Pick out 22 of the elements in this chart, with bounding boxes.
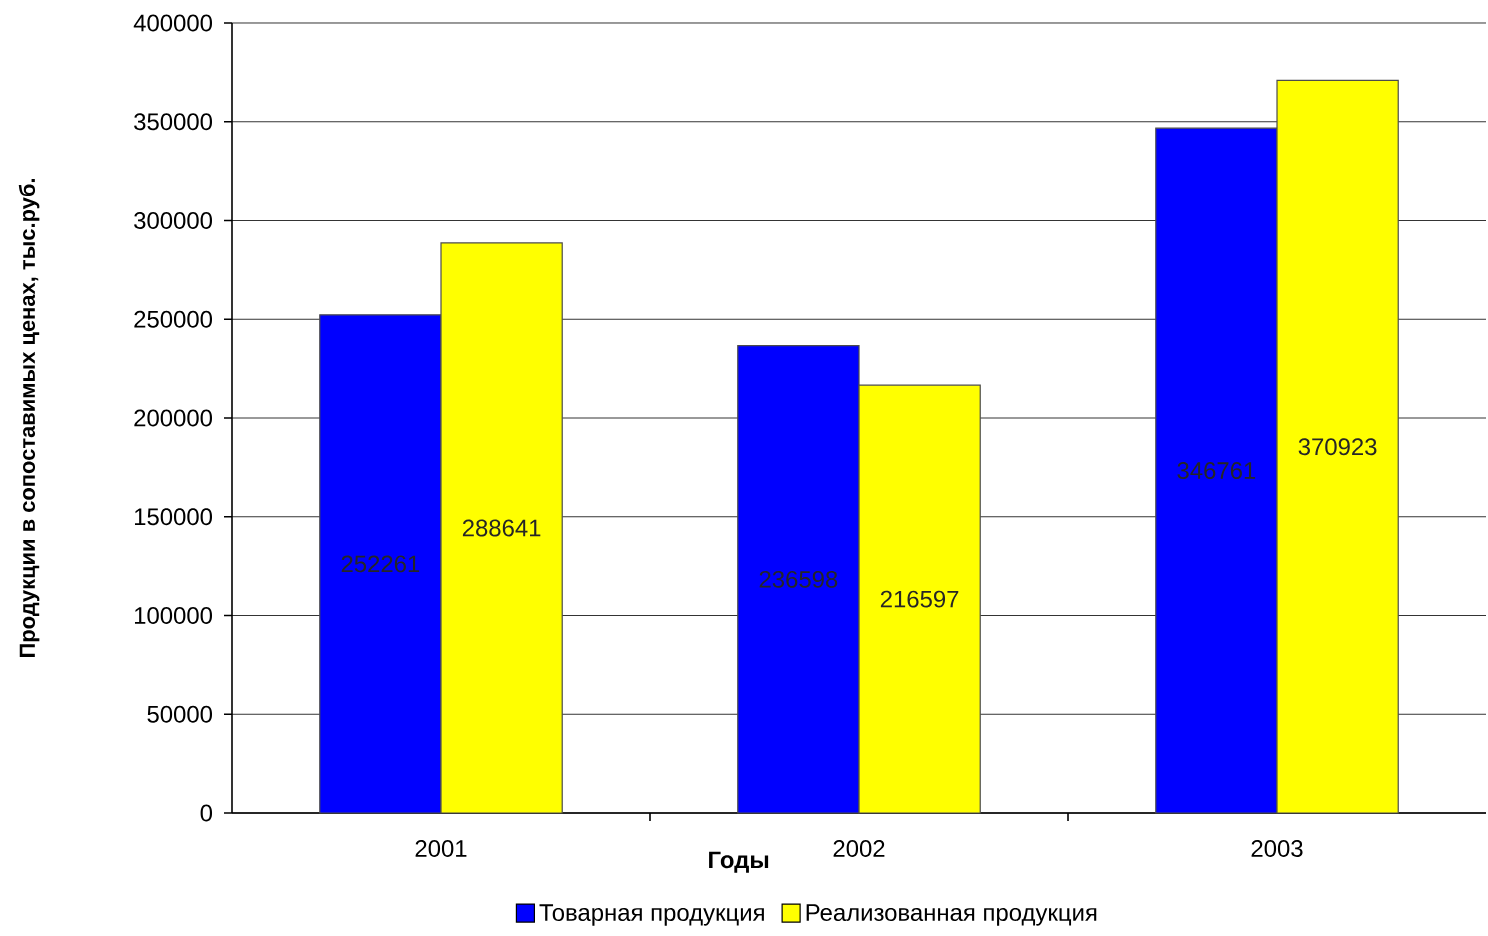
data-label: 370923 [1298, 438, 1377, 456]
data-label: 216597 [880, 590, 959, 608]
legend-label: Реализованная продукция [806, 904, 1097, 926]
y-tick-label: 100000 [134, 607, 213, 624]
data-label: 252261 [341, 555, 420, 573]
x-axis-title: Годы [709, 851, 769, 873]
data-label: 288641 [462, 519, 541, 537]
y-tick-label: 50000 [147, 705, 213, 723]
x-tick-label: 2002 [833, 840, 885, 857]
x-tick-label: 2001 [415, 840, 467, 857]
data-label: 346761 [1177, 462, 1256, 480]
y-tick-label: 150000 [134, 508, 213, 526]
y-tick-label: 300000 [134, 212, 213, 229]
y-tick-label: 200000 [134, 409, 213, 427]
legend-label: Товарная продукция [539, 904, 764, 926]
y-tick-label: 350000 [134, 113, 213, 131]
x-tick-label: 2003 [1251, 840, 1303, 857]
data-label: 236598 [759, 570, 838, 588]
y-tick-label: 400000 [133, 14, 213, 32]
y-axis-title: Продукции в сопоставимых ценах, тыс.руб. [18, 179, 40, 658]
y-tick-label: 0 [200, 804, 213, 822]
y-tick-label: 250000 [134, 310, 213, 328]
